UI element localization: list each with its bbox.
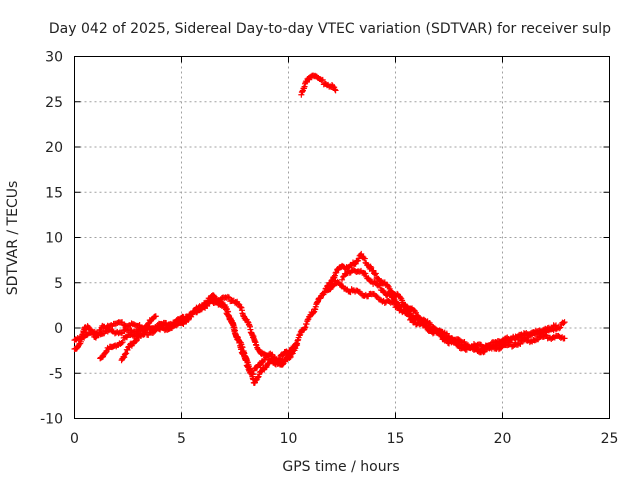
- data-point: [254, 374, 261, 381]
- series-arc-4: [118, 293, 296, 368]
- x-tick-label: 0: [70, 431, 79, 447]
- data-point: [243, 357, 250, 364]
- data-point: [381, 299, 388, 306]
- series-arc-8: [298, 72, 339, 98]
- data-point: [119, 330, 126, 337]
- y-tick-label: 20: [45, 140, 63, 156]
- data-point: [124, 347, 131, 354]
- series-arc-6: [324, 277, 568, 356]
- data-point: [372, 270, 379, 277]
- data-point: [443, 330, 450, 337]
- data-point: [319, 76, 326, 83]
- data-point: [185, 316, 192, 323]
- data-point: [123, 350, 130, 357]
- data-point: [119, 319, 126, 326]
- data-point: [495, 342, 502, 349]
- x-tick-label: 5: [177, 431, 186, 447]
- axis-ticks: 0 5 10 15 20 25 -10 -5 0 5 10 15 20 25 30: [40, 50, 618, 448]
- y-tick-label: 0: [54, 321, 63, 337]
- y-tick-label: 5: [54, 276, 63, 292]
- data-point: [367, 263, 374, 270]
- series-arc-5: [285, 250, 568, 360]
- data-point: [118, 339, 125, 346]
- data-point: [561, 335, 568, 342]
- x-tick-label: 20: [494, 431, 512, 447]
- grid: [74, 56, 610, 419]
- x-tick-label: 25: [601, 431, 619, 447]
- data-point: [331, 86, 338, 93]
- data-point: [420, 318, 427, 325]
- data-point: [375, 281, 382, 288]
- data-point: [121, 351, 128, 358]
- data-point: [452, 337, 459, 344]
- y-tick-label: 30: [45, 50, 63, 66]
- data-point: [119, 339, 126, 346]
- data-point: [237, 304, 244, 311]
- data-point: [198, 303, 205, 310]
- data-point: [560, 320, 567, 327]
- data-point: [557, 324, 564, 331]
- data-point: [226, 294, 233, 301]
- data-point: [332, 87, 339, 94]
- data-points: [71, 72, 568, 387]
- series-arc-3: [97, 292, 301, 387]
- data-point: [561, 319, 568, 326]
- data-point: [152, 313, 159, 320]
- data-point: [210, 292, 217, 299]
- data-point: [361, 255, 368, 262]
- data-point: [332, 270, 339, 277]
- data-point: [265, 353, 272, 360]
- data-point: [121, 354, 128, 361]
- data-point: [285, 353, 292, 360]
- data-point: [371, 271, 378, 278]
- data-point: [304, 316, 311, 323]
- data-point: [355, 255, 362, 262]
- data-point: [264, 352, 271, 359]
- data-point: [302, 79, 309, 86]
- data-point: [362, 270, 369, 277]
- y-tick-label: 15: [45, 185, 63, 201]
- data-point: [102, 349, 109, 356]
- data-point: [224, 293, 231, 300]
- data-point: [436, 328, 443, 335]
- y-tick-label: -10: [40, 412, 63, 428]
- data-point: [339, 273, 346, 280]
- data-point: [310, 309, 317, 316]
- data-point: [517, 340, 524, 347]
- y-axis-label: SDTVAR / TECUs: [5, 181, 21, 296]
- data-point: [373, 293, 380, 300]
- y-tick-label: 25: [45, 95, 63, 111]
- data-point: [412, 309, 419, 316]
- data-point: [376, 282, 383, 289]
- x-axis-label: GPS time / hours: [282, 459, 399, 475]
- data-point: [222, 306, 229, 313]
- data-point: [384, 282, 391, 289]
- y-tick-label: -5: [49, 366, 63, 382]
- data-point: [556, 325, 563, 332]
- x-tick-label: 15: [387, 431, 405, 447]
- data-point: [553, 322, 559, 329]
- y-tick-label: 10: [45, 231, 63, 247]
- chart-title: Day 042 of 2025, Sidereal Day-to-day VTE…: [49, 21, 611, 37]
- data-point: [133, 338, 140, 345]
- x-tick-label: 10: [280, 431, 298, 447]
- series-arc-7: [339, 266, 559, 354]
- data-point: [551, 323, 558, 330]
- data-point: [339, 276, 345, 283]
